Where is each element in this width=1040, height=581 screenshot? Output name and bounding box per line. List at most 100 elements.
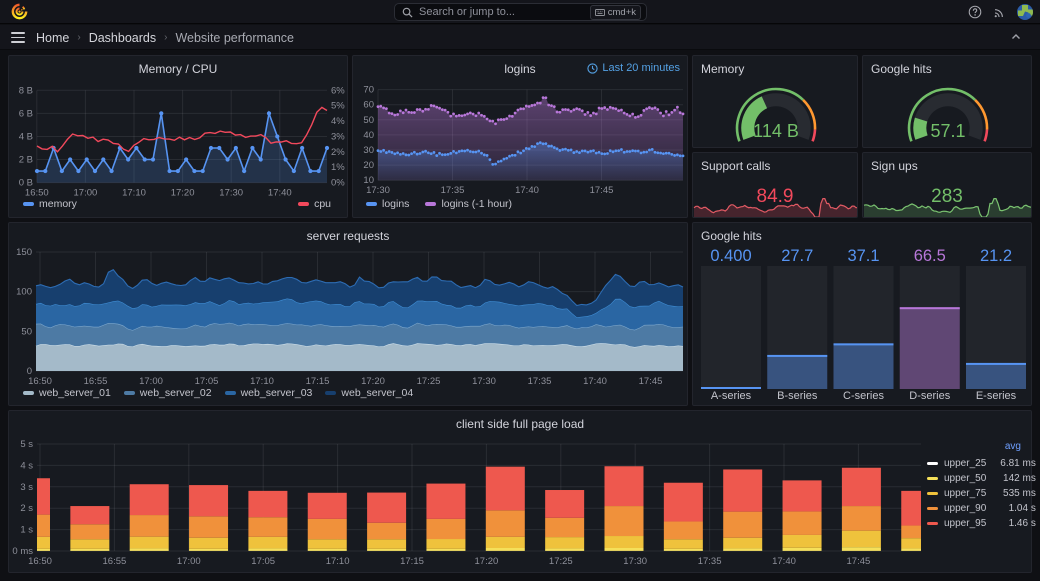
legend-item-web-server-03[interactable]: web_server_03 (224, 387, 313, 399)
user-avatar[interactable] (1017, 4, 1033, 20)
bar-segment-upper_90 (70, 524, 110, 540)
bar-fill (833, 343, 894, 389)
bar-segment-upper_75 (901, 538, 921, 549)
legend-swatch (927, 461, 938, 466)
panel-title[interactable]: Memory / CPU (138, 62, 218, 76)
panel-title[interactable]: Support calls (701, 159, 771, 173)
panel-title[interactable]: client side full page load (455, 417, 585, 431)
legend-item-web-server-02[interactable]: web_server_02 (123, 387, 212, 399)
series-web_server_04-fill (36, 269, 683, 318)
axis-tick-label: 17:20 (361, 376, 385, 387)
breadcrumb-home[interactable]: Home (36, 30, 70, 45)
bar-segment-upper_75 (426, 539, 466, 549)
bar-segment-upper_95 (189, 485, 229, 517)
bar-segment-upper_50 (426, 548, 466, 551)
axis-tick-label: 150 (16, 247, 32, 258)
panel-title[interactable]: server requests (306, 229, 390, 243)
legend-label: memory (39, 198, 77, 210)
search-input[interactable]: Search or jump to... cmd+k (394, 3, 647, 21)
bar-segment-upper_50 (545, 548, 585, 551)
bar-segment-upper_90 (841, 506, 881, 531)
bar-segment-upper_75 (189, 537, 229, 549)
axis-tick-label: 16:55 (103, 556, 127, 567)
bar-segment-upper_75 (37, 536, 50, 549)
sparkline-fill (864, 198, 1031, 217)
bar-top-edge (899, 307, 960, 310)
chevron-right-icon: › (77, 32, 81, 43)
bar-segment-upper_90 (485, 510, 525, 537)
legend-label: web_server_01 (39, 387, 111, 399)
legend-item-cpu[interactable]: cpu (298, 198, 331, 210)
help-icon[interactable] (968, 5, 982, 19)
legend-swatch (224, 391, 236, 395)
legend-label: web_server_04 (341, 387, 414, 399)
panel-title[interactable]: logins (504, 62, 536, 76)
panel-time-range[interactable]: Last 20 minutes (587, 62, 680, 74)
sign-ups-sparkline (863, 198, 1031, 217)
legend-row-upper_50[interactable]: upper_50 142 ms (927, 471, 1036, 486)
legend-label: cpu (314, 198, 331, 210)
grafana-logo-icon[interactable] (11, 3, 28, 20)
server-requests-legend: web_server_01 web_server_02 web_server_03 w… (23, 387, 413, 399)
breadcrumb-dashboards[interactable]: Dashboards (88, 30, 157, 45)
axis-tick-label: 4 B (19, 131, 33, 142)
panel-title[interactable]: Sign ups (871, 159, 918, 173)
menu-icon[interactable] (11, 32, 25, 43)
axis-tick-label: A-series (711, 390, 752, 402)
legend-label: upper_25 (944, 458, 987, 469)
legend-row-upper_25[interactable]: upper_25 6.81 ms (927, 456, 1036, 471)
bar-segment-upper_75 (307, 539, 347, 549)
bar-segment-upper_75 (782, 534, 822, 548)
bar-segment-upper_95 (248, 490, 288, 518)
dashboard-canvas: Memory / CPU 0 B 2 B 4 B 6 B 8 B 0% 1% 2% 3% 4% 5%… (0, 50, 1040, 581)
axis-tick-label: 17:40 (772, 556, 796, 567)
legend-row-upper_95[interactable]: upper_95 1.46 s (927, 516, 1036, 531)
bar-segment-upper_50 (901, 548, 921, 551)
axis-tick-label: 0 ms (12, 546, 33, 557)
chevron-up-icon[interactable] (1010, 31, 1022, 43)
bar-track (767, 266, 828, 389)
axis-tick-label: E-series (976, 390, 1017, 402)
series-web_server_02-fill (36, 322, 683, 347)
bar-top-edge (966, 362, 1026, 365)
client-load-legend: avg upper_25 6.81 ms upper_50 142 ms upper_75… (927, 441, 1036, 531)
legend-label: web_server_03 (240, 387, 313, 399)
bar-segment-upper_50 (248, 548, 288, 551)
series-memory-points (34, 111, 330, 174)
legend-row-upper_75[interactable]: upper_75 535 ms (927, 486, 1036, 501)
axis-tick-label: 17:25 (549, 556, 573, 567)
bar-segment-upper_75 (367, 539, 407, 549)
client-load-chart: 0 ms 1 s 2 s 3 s 4 s 5 s 16:50 16:55 17:00 17:05 1… (12, 439, 921, 567)
memory-cpu-chart: 0 B 2 B 4 B 6 B 8 B 0% 1% 2% 3% 4% 5% 6% 16:50 17:00 1… (19, 85, 346, 198)
axis-tick-label: 17:35 (528, 376, 552, 387)
axis-tick-label: 8 B (19, 85, 33, 96)
bar-track (833, 266, 894, 389)
bar-segment-upper_75 (841, 530, 881, 548)
panel-title[interactable]: Google hits (701, 229, 762, 243)
bar-track (966, 266, 1026, 389)
bar-segment-upper_95 (70, 506, 110, 525)
legend-item-web-server-01[interactable]: web_server_01 (23, 387, 111, 399)
axis-tick-label: 5 s (20, 439, 33, 450)
google-hits-bar-gauge: 0.400 A-series 27.7 B-series 37.1 C-series 66.… (701, 247, 1026, 402)
legend-item-logins-1-hour-[interactable]: logins (-1 hour) (425, 198, 512, 210)
news-icon[interactable] (993, 6, 1006, 19)
stat-value: 283 (931, 186, 963, 207)
bar-segment-upper_90 (189, 516, 229, 538)
bar-segment-upper_75 (663, 539, 703, 549)
legend-row-upper_90[interactable]: upper_90 1.04 s (927, 501, 1036, 516)
legend-label: upper_95 (944, 518, 987, 529)
legend-swatch (927, 491, 938, 496)
legend-item-web-server-04[interactable]: web_server_04 (325, 387, 413, 399)
legend-item-memory[interactable]: memory (23, 198, 77, 210)
axis-tick-label: 1% (331, 162, 345, 173)
bar-segment-upper_75 (129, 536, 169, 549)
series-web_server_04-line (35, 269, 684, 307)
panel-title[interactable]: Google hits (871, 62, 932, 76)
axis-tick-label: C-series (843, 390, 884, 402)
panel-title[interactable]: Memory (701, 62, 745, 76)
legend-item-logins[interactable]: logins (366, 198, 409, 210)
gauge-value: 114 B (753, 121, 799, 141)
series-web_server_01-fill (36, 343, 683, 371)
legend-label: upper_50 (944, 473, 987, 484)
